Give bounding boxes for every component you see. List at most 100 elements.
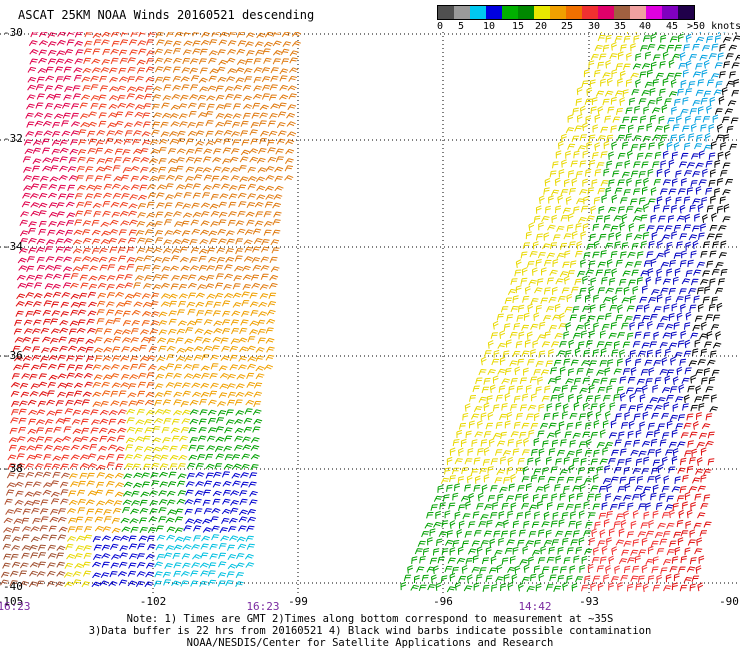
wind-barb xyxy=(666,420,673,429)
wind-barb xyxy=(50,328,60,334)
wind-barb xyxy=(689,557,697,565)
wind-barb xyxy=(573,206,580,214)
wind-barb xyxy=(625,107,633,115)
wind-barb xyxy=(515,259,522,268)
wind-barb xyxy=(706,233,715,240)
wind-barb xyxy=(690,374,697,384)
wind-barb xyxy=(702,270,710,277)
wind-barb xyxy=(225,580,234,587)
wind-barb xyxy=(34,444,43,451)
wind-barb xyxy=(10,390,20,397)
wind-barb xyxy=(555,402,562,411)
wind-barb xyxy=(179,94,189,101)
wind-barb xyxy=(38,381,48,388)
wind-barb xyxy=(696,457,703,466)
wind-barb xyxy=(200,543,209,550)
wind-barb xyxy=(23,139,33,146)
wind-barb xyxy=(241,300,250,307)
wind-barb xyxy=(143,103,152,110)
wind-barb xyxy=(17,445,27,452)
wind-barb xyxy=(202,167,212,173)
wind-barb xyxy=(525,384,532,393)
wind-barb xyxy=(598,485,607,493)
wind-barb xyxy=(697,79,705,87)
wind-barb xyxy=(699,54,708,61)
wind-barb xyxy=(543,539,553,547)
wind-barb xyxy=(446,484,453,492)
wind-barb xyxy=(265,354,275,361)
wind-barb xyxy=(452,439,460,447)
wind-barb xyxy=(224,435,233,442)
wind-barb xyxy=(620,44,627,52)
wind-barb xyxy=(212,471,222,478)
wind-barb xyxy=(18,265,28,271)
wind-barb xyxy=(634,105,641,114)
wind-barb xyxy=(642,186,648,195)
wind-barb xyxy=(481,386,489,394)
wind-barb xyxy=(515,285,522,294)
wind-barb xyxy=(281,32,291,38)
wind-barb xyxy=(609,53,618,60)
wind-barb xyxy=(173,57,182,64)
wind-barb xyxy=(722,36,732,43)
wind-barb xyxy=(613,495,622,502)
wind-barb xyxy=(68,499,78,506)
wind-barb xyxy=(609,504,618,511)
wind-barb xyxy=(156,553,165,561)
wind-barb xyxy=(13,364,22,371)
wind-barb xyxy=(678,33,684,43)
wind-barb xyxy=(174,527,184,534)
wind-barb xyxy=(191,382,201,389)
wind-barb xyxy=(572,107,579,115)
wind-barb xyxy=(260,130,269,137)
wind-barb xyxy=(267,156,277,163)
wind-barb xyxy=(570,260,577,268)
wind-barb xyxy=(234,399,243,406)
wind-barb xyxy=(618,431,625,439)
wind-barb xyxy=(184,338,194,345)
wind-barb xyxy=(88,265,98,272)
wind-barb xyxy=(688,81,696,88)
wind-barb xyxy=(133,148,143,155)
wind-barb xyxy=(165,183,174,190)
wind-barb xyxy=(259,104,269,111)
wind-barb xyxy=(659,88,666,96)
wind-barb xyxy=(123,473,133,480)
wind-barb xyxy=(478,521,487,528)
wind-barb xyxy=(267,147,276,154)
wind-barb xyxy=(576,368,584,375)
wind-barb xyxy=(694,143,703,150)
wind-barb xyxy=(219,383,229,390)
wind-barb xyxy=(725,178,734,186)
wind-barb xyxy=(575,98,582,106)
wind-barb xyxy=(641,240,647,249)
wind-barb xyxy=(625,79,632,87)
wind-barb xyxy=(500,431,507,439)
wind-barb xyxy=(410,584,419,591)
wind-barb xyxy=(189,58,199,65)
wind-barb xyxy=(575,324,584,331)
wind-barb xyxy=(471,566,480,573)
wind-barb xyxy=(12,345,21,352)
wind-barb xyxy=(55,581,65,587)
wind-barb xyxy=(708,179,716,187)
wind-barb xyxy=(228,517,238,524)
wind-barb xyxy=(167,328,177,335)
wind-barb xyxy=(45,256,55,263)
wind-barb xyxy=(662,150,669,159)
wind-barb xyxy=(661,234,671,241)
wind-barb xyxy=(715,262,724,269)
wind-barb xyxy=(55,229,65,236)
wind-barb xyxy=(654,32,662,35)
wind-barb xyxy=(92,364,102,371)
wind-barb xyxy=(234,418,244,425)
wind-barb xyxy=(32,165,40,172)
wind-barb xyxy=(196,445,205,452)
wind-barb xyxy=(208,230,218,237)
wind-barb xyxy=(83,545,92,552)
wind-barb xyxy=(575,171,583,178)
wind-barb xyxy=(714,35,722,43)
wind-barb xyxy=(190,580,199,587)
wind-barb xyxy=(118,67,127,74)
wind-barb xyxy=(597,61,604,69)
